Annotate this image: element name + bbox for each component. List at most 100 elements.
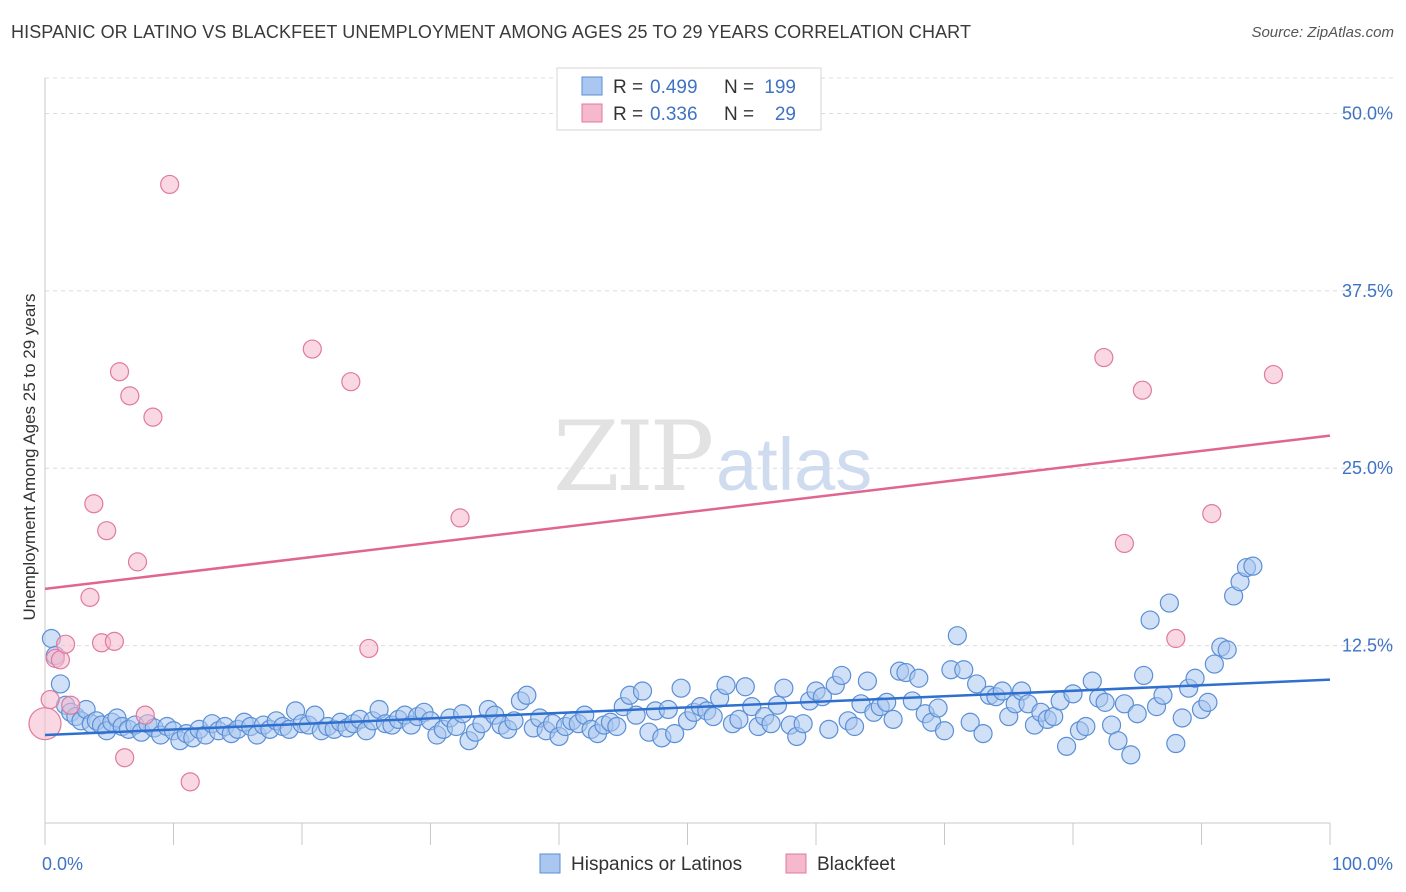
x-tick-label-1: 100.0% [1332, 854, 1393, 874]
point-hispanic-174 [1140, 610, 1160, 630]
watermark: ZIP atlas [553, 401, 872, 513]
point-hispanic-138 [909, 668, 929, 688]
point-hispanic-126 [832, 665, 852, 686]
point-blackfeet-5 [61, 695, 81, 715]
point-blackfeet-0 [28, 707, 62, 741]
chart-title: HISPANIC OR LATINO VS BLACKFEET UNEMPLOY… [11, 22, 972, 42]
point-hispanic-184 [1204, 654, 1224, 674]
source-credit: Source: ZipAtlas.com [1251, 24, 1394, 41]
stats-legend: R = 0.499 N = 199 R = 0.336 N = 29 [556, 67, 822, 131]
series-legend: Hispanics or Latinos Blackfeet [539, 853, 896, 875]
watermark-zip: ZIP [553, 401, 712, 513]
point-hispanic-176 [1153, 685, 1173, 705]
point-hispanic-117 [774, 678, 794, 698]
point-hispanic-91 [607, 716, 627, 737]
bottom-legend-label-blue: Hispanics or Latinos [571, 854, 742, 875]
point-blackfeet-6 [80, 587, 100, 607]
point-blackfeet-1 [40, 689, 60, 710]
point-hispanic-101 [671, 678, 691, 698]
point-hispanic-186 [1217, 640, 1237, 660]
point-hispanic-124 [819, 719, 839, 739]
grid-lines [45, 77, 1395, 647]
y-tick-label-1: 25.0% [1342, 458, 1393, 478]
y-tick-labels: 12.5% 25.0% 37.5% 50.0% [1342, 103, 1393, 655]
point-hispanic-95 [632, 681, 653, 701]
point-hispanic-161 [1056, 736, 1077, 756]
point-hispanic-67 [453, 704, 473, 724]
bottom-legend-label-pink: Blackfeet [817, 854, 896, 875]
y-tick-label-0: 12.5% [1342, 636, 1393, 656]
point-blackfeet-14 [127, 552, 148, 572]
point-blackfeet-15 [135, 705, 155, 725]
legend-swatch-pink [581, 103, 603, 123]
point-hispanic-144 [947, 626, 967, 646]
bottom-legend-swatch-blue [539, 853, 561, 874]
point-hispanic-147 [967, 674, 987, 694]
legend-r-label-pink: R = [613, 104, 643, 125]
point-hispanic-112 [742, 697, 762, 717]
point-hispanic-162 [1063, 684, 1083, 704]
legend-n-label-blue: N = [724, 77, 754, 98]
legend-r-value-blue: 0.499 [650, 77, 698, 98]
point-hispanic-100 [665, 723, 685, 744]
point-hispanic-133 [877, 692, 897, 712]
point-hispanic-178 [1166, 733, 1186, 754]
point-blackfeet-26 [1166, 628, 1186, 649]
point-hispanic-115 [761, 714, 781, 734]
point-blackfeet-12 [115, 748, 135, 768]
point-blackfeet-9 [97, 521, 117, 541]
point-hispanic-106 [703, 706, 723, 727]
point-blackfeet-24 [1114, 533, 1135, 554]
point-hispanic-167 [1095, 692, 1115, 712]
trend-lines [44, 434, 1331, 737]
series-hispanics-or-latinos [41, 556, 1263, 765]
point-blackfeet-25 [1132, 380, 1152, 400]
y-tick-label-3: 50.0% [1342, 103, 1393, 123]
point-blackfeet-28 [1263, 364, 1284, 385]
point-blackfeet-18 [180, 772, 200, 792]
point-blackfeet-27 [1202, 504, 1222, 524]
legend-n-label-pink: N = [724, 104, 754, 125]
point-hispanic-111 [735, 677, 755, 697]
point-blackfeet-7 [84, 494, 104, 514]
point-hispanic-177 [1159, 593, 1179, 613]
point-hispanic-110 [729, 709, 749, 730]
y-axis-label: Unemployment Among Ages 25 to 29 years [20, 294, 39, 621]
point-hispanic-165 [1082, 671, 1102, 691]
point-blackfeet-17 [160, 174, 180, 195]
series-blackfeet [28, 174, 1284, 792]
point-hispanic-190 [1243, 556, 1263, 576]
point-hispanic-164 [1076, 716, 1096, 737]
point-hispanic-169 [1108, 731, 1128, 751]
point-blackfeet-23 [1094, 347, 1114, 368]
point-hispanic-171 [1121, 745, 1141, 765]
point-hispanic-181 [1185, 668, 1205, 688]
point-hispanic-179 [1172, 708, 1192, 728]
point-hispanic-116 [767, 695, 788, 715]
x-tick-label-0: 0.0% [42, 854, 83, 874]
point-hispanic-120 [793, 714, 813, 734]
point-hispanic-173 [1134, 665, 1154, 686]
point-hispanic-77 [517, 685, 537, 705]
legend-r-label-blue: R = [613, 77, 643, 98]
point-hispanic-108 [716, 675, 736, 695]
x-tick-labels: 0.0% 100.0% [42, 854, 1393, 874]
point-blackfeet-16 [143, 407, 163, 427]
point-blackfeet-10 [104, 631, 124, 651]
legend-n-value-pink: 29 [775, 104, 796, 125]
point-hispanic-128 [844, 716, 865, 737]
point-hispanic-75 [504, 711, 524, 731]
axes [44, 78, 1331, 845]
point-blackfeet-11 [109, 362, 130, 382]
point-hispanic-145 [954, 660, 974, 680]
point-hispanic-2 [50, 674, 71, 694]
point-blackfeet-4 [55, 634, 76, 654]
legend-r-value-pink: 0.336 [650, 104, 698, 125]
point-hispanic-134 [883, 709, 903, 730]
bottom-legend-swatch-pink [785, 853, 807, 874]
point-hispanic-172 [1127, 704, 1147, 724]
legend-swatch-blue [581, 76, 603, 96]
trend-line-hispanic [44, 678, 1331, 737]
legend-n-value-blue: 199 [764, 77, 796, 98]
point-hispanic-146 [960, 712, 980, 732]
